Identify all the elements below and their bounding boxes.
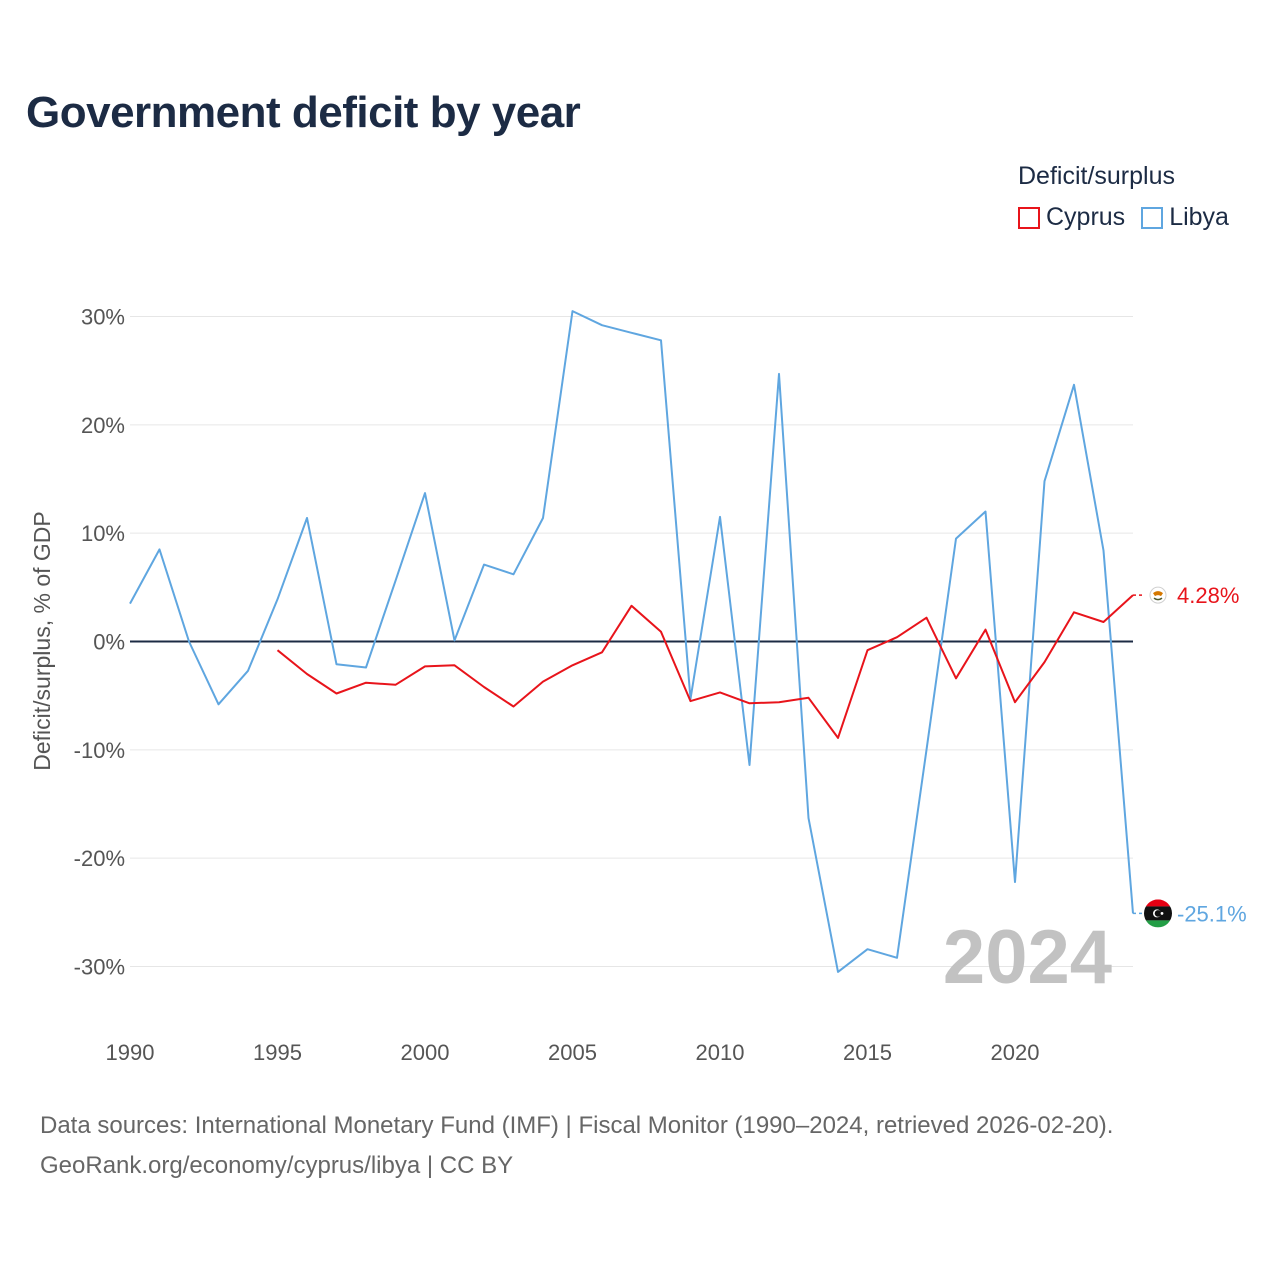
x-tick-label: 1990 — [106, 1040, 155, 1065]
series — [129, 310, 1134, 973]
footer: Data sources: International Monetary Fun… — [40, 1106, 1113, 1186]
x-tick-label: 2005 — [548, 1040, 597, 1065]
x-tick-label: 2010 — [696, 1040, 745, 1065]
legend-item-cyprus[interactable]: Cyprus — [1018, 203, 1125, 232]
cyprus-flag-icon — [1149, 586, 1167, 604]
legend-swatch-libya — [1141, 206, 1164, 229]
legend-label-cyprus: Cyprus — [1046, 203, 1126, 231]
end-label-libya: -25.1% — [1177, 901, 1247, 926]
libya-flag-icon — [1144, 899, 1172, 928]
legend-swatch-cyprus — [1018, 206, 1040, 229]
y-tick-label: -10% — [74, 738, 125, 763]
legend: Deficit/surplus Cyprus Libya — [1018, 162, 1229, 232]
series-line-cyprus[interactable] — [276, 594, 1134, 739]
legend-title: Deficit/surplus — [1018, 162, 1175, 190]
x-axis-ticks: 1990 1995 2000 2005 2010 2015 2020 — [106, 1040, 1040, 1065]
y-axis-ticks: 30% 20% 10% 0% -10% -20% -30% — [74, 305, 125, 980]
x-tick-label: 2015 — [843, 1040, 892, 1065]
gridlines — [130, 316, 1133, 967]
y-axis-title: Deficit/surplus, % of GDP — [29, 511, 55, 770]
year-watermark: 2024 — [943, 915, 1112, 1000]
y-tick-label: 0% — [93, 630, 125, 655]
y-tick-label: 30% — [81, 305, 125, 330]
x-tick-label: 2000 — [401, 1040, 450, 1065]
y-tick-label: 10% — [81, 521, 125, 546]
legend-label-libya: Libya — [1169, 203, 1229, 231]
line-chart: 30% 20% 10% 0% -10% -20% -30% 1990 1995 2000 2005… — [29, 305, 1247, 1066]
data-source-note: Data sources: International Monetary Fun… — [40, 1112, 1114, 1139]
x-tick-label: 1995 — [253, 1040, 302, 1065]
end-label-cyprus: 4.28% — [1177, 583, 1239, 608]
attribution-note: GeoRank.org/economy/cyprus/libya | CC BY — [40, 1152, 514, 1179]
chart-title: Government deficit by year — [26, 88, 581, 137]
legend-item-libya[interactable]: Libya — [1141, 203, 1229, 232]
y-tick-label: -30% — [74, 955, 125, 980]
y-tick-label: -20% — [74, 846, 125, 871]
x-tick-label: 2020 — [991, 1040, 1040, 1065]
end-markers: -25.1% 4.28% — [1133, 583, 1247, 928]
series-line-libya[interactable] — [129, 310, 1134, 973]
y-tick-label: 20% — [81, 413, 125, 438]
